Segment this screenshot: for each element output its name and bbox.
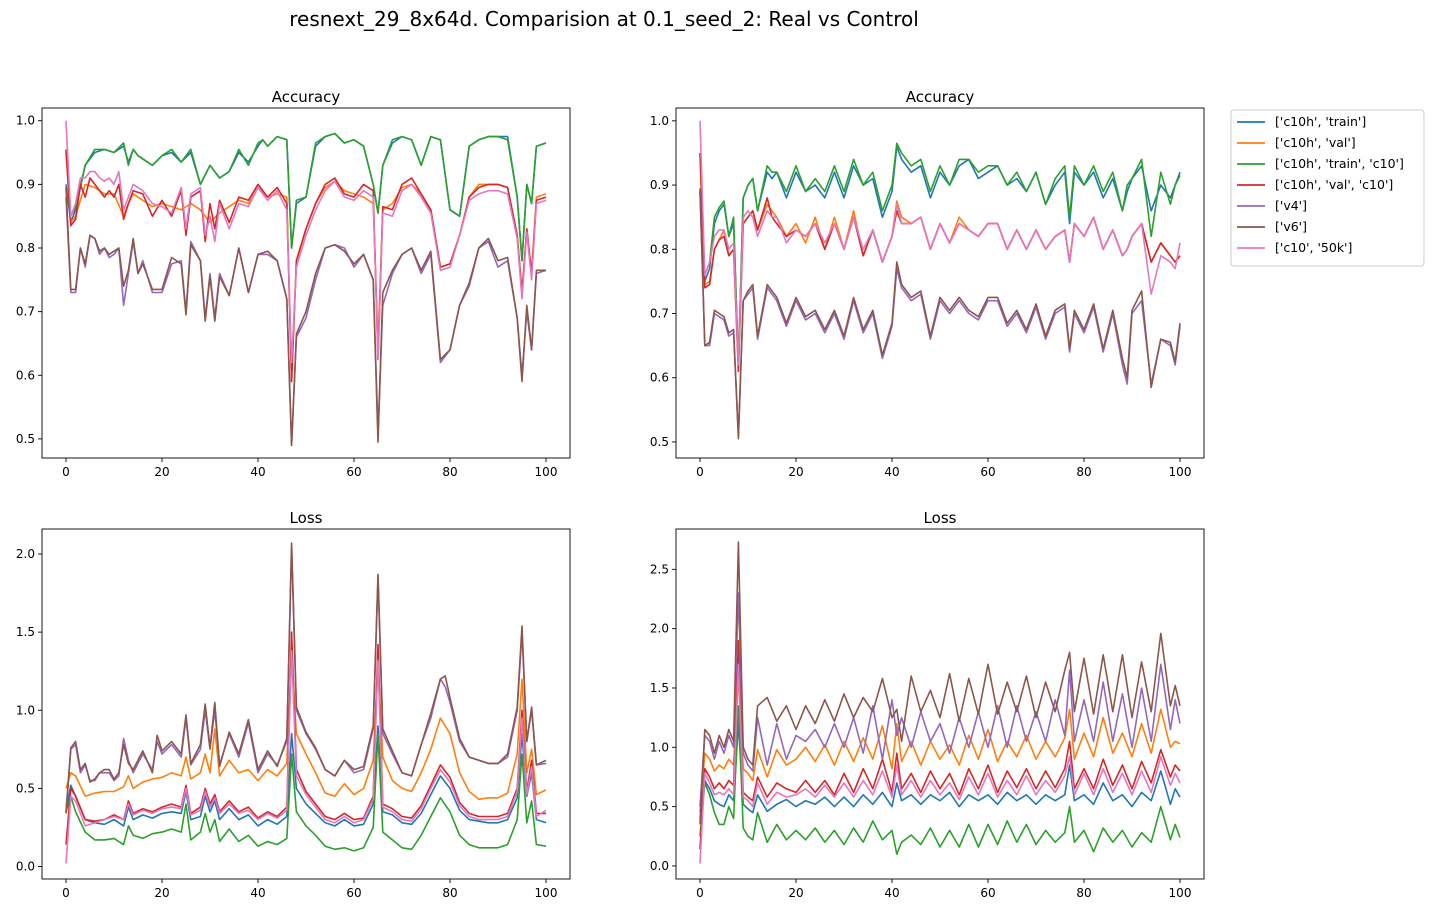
x-tick-label: 100 [535, 886, 558, 900]
x-tick-label: 40 [250, 465, 265, 479]
figure-suptitle: resnext_29_8x64d. Comparision at 0.1_see… [289, 7, 919, 31]
series-line-5 [699, 188, 1181, 440]
x-tick-label: 100 [1169, 886, 1192, 900]
legend-label: ['v6'] [1275, 219, 1307, 234]
legend-label: ['c10h', 'train'] [1275, 114, 1366, 129]
series-line-5 [65, 187, 546, 447]
panel-title: Accuracy [906, 88, 975, 106]
x-tick-label: 80 [442, 886, 457, 900]
legend: ['c10h', 'train'] ['c10h', 'val'] ['c10h',… [1230, 109, 1425, 267]
x-tick-label: 0 [62, 465, 70, 479]
legend-label: ['v4'] [1275, 198, 1307, 213]
y-tick-label: 2.5 [650, 562, 669, 576]
x-tick-label: 20 [154, 886, 169, 900]
series-line-4 [699, 592, 1181, 807]
series-group [699, 120, 1181, 440]
series-line-2 [65, 132, 547, 262]
y-tick-label: 1.5 [650, 681, 669, 695]
x-tick-label: 20 [788, 465, 803, 479]
x-tick-label: 80 [1076, 465, 1091, 479]
x-tick-label: 40 [250, 886, 265, 900]
legend-label: ['c10h', 'train', 'c10'] [1275, 156, 1404, 171]
x-tick-label: 60 [980, 886, 995, 900]
x-tick-label: 100 [535, 465, 558, 479]
x-tick-label: 0 [696, 465, 704, 479]
series-group [65, 120, 547, 447]
x-tick-label: 40 [884, 465, 899, 479]
panel-title: Loss [924, 509, 957, 527]
x-tick-label: 80 [442, 465, 457, 479]
series-group [65, 542, 547, 864]
series-line-5 [699, 541, 1181, 825]
panel-bottom-right: Loss 0 20 40 60 80 100 0.0 0.5 1.0 1.5 2.0 2.5 [650, 509, 1205, 900]
series-line-6 [65, 650, 547, 864]
x-tick-label: 60 [346, 886, 361, 900]
y-tick-label: 1.5 [16, 625, 35, 639]
y-tick-label: 2.0 [650, 622, 669, 636]
series-line-4 [699, 191, 1181, 437]
series-line-2 [699, 142, 1181, 366]
axes-frame [675, 528, 1205, 880]
panel-top-left: Accuracy 0 20 40 60 80 100 0.5 0.6 0.7 0.8 0.9 1.0 [16, 88, 571, 479]
y-tick-label: 0.8 [16, 241, 35, 255]
panel-top-right: Accuracy 0 20 40 60 80 100 0.5 0.6 0.7 0.8 0.9 1.0 [650, 88, 1205, 479]
series-line-1 [65, 654, 547, 801]
series-line-1 [699, 675, 1181, 813]
x-tick-label: 20 [154, 465, 169, 479]
series-line-0 [65, 725, 547, 827]
series-line-0 [699, 722, 1181, 819]
legend-label: ['c10h', 'val', 'c10'] [1275, 177, 1393, 192]
y-tick-label: 0.5 [650, 435, 669, 449]
y-tick-label: 0.8 [650, 242, 669, 256]
y-tick-label: 0.9 [650, 178, 669, 192]
y-tick-label: 1.0 [650, 114, 669, 128]
y-tick-label: 0.5 [16, 781, 35, 795]
x-tick-label: 0 [62, 886, 70, 900]
x-tick-label: 40 [884, 886, 899, 900]
series-line-4 [65, 545, 547, 812]
y-tick-label: 0.7 [650, 307, 669, 321]
series-line-3 [699, 152, 1181, 373]
series-line-2 [699, 704, 1181, 855]
y-tick-label: 0.7 [16, 305, 35, 319]
x-tick-label: 20 [788, 886, 803, 900]
y-tick-label: 0.5 [16, 432, 35, 446]
y-tick-label: 2.0 [16, 547, 35, 561]
legend-label: ['c10', '50k'] [1275, 240, 1352, 255]
y-tick-label: 0.6 [650, 371, 669, 385]
axes-frame [41, 107, 571, 459]
panel-title: Loss [290, 509, 323, 527]
y-tick-label: 1.0 [16, 114, 35, 128]
series-line-6 [65, 120, 547, 364]
panel-title: Accuracy [272, 88, 341, 106]
x-tick-label: 60 [980, 465, 995, 479]
series-group [699, 541, 1181, 864]
y-tick-label: 1.0 [16, 703, 35, 717]
x-tick-label: 60 [346, 465, 361, 479]
y-tick-label: 0.6 [16, 368, 35, 382]
panel-bottom-left: Loss 0 20 40 60 80 100 0.0 0.5 1.0 1.5 2.0 [16, 509, 571, 900]
series-line-2 [65, 732, 547, 852]
x-tick-label: 0 [696, 886, 704, 900]
axes-frame [675, 107, 1205, 459]
series-line-3 [699, 639, 1181, 850]
y-tick-label: 0.9 [16, 177, 35, 191]
y-tick-label: 0.0 [650, 859, 669, 873]
x-tick-label: 100 [1169, 465, 1192, 479]
legend-frame [1230, 109, 1425, 267]
y-tick-label: 0.5 [650, 800, 669, 814]
axes-frame [41, 528, 571, 880]
y-tick-label: 0.0 [16, 860, 35, 874]
x-tick-label: 80 [1076, 886, 1091, 900]
y-tick-label: 1.0 [650, 740, 669, 754]
series-line-6 [699, 120, 1181, 366]
series-line-5 [65, 542, 547, 814]
legend-label: ['c10h', 'val'] [1275, 135, 1356, 150]
series-line-6 [699, 663, 1181, 864]
